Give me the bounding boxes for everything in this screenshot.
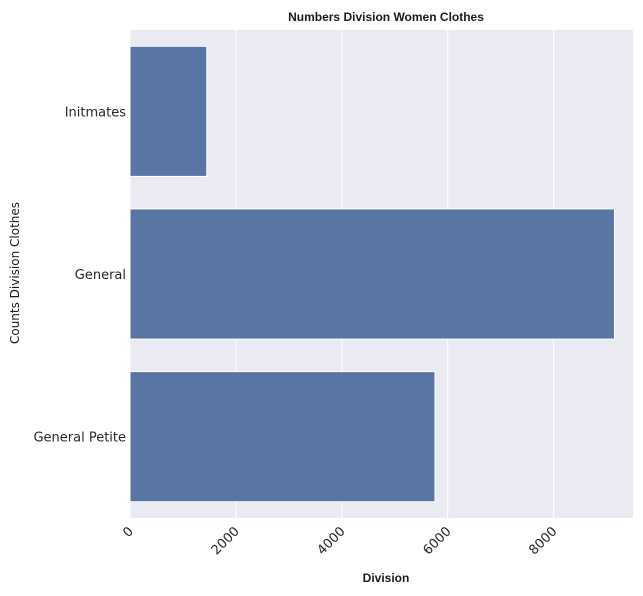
x-tick-labels: 0 2000 4000 6000 8000 — [120, 524, 560, 558]
x-tick-label: 0 — [120, 524, 136, 540]
bar — [129, 371, 436, 503]
x-tick-label: 8000 — [526, 524, 560, 558]
bar — [129, 208, 615, 340]
x-tick-label: 6000 — [421, 524, 455, 558]
bar — [129, 45, 208, 177]
x-axis-label: Division — [363, 571, 410, 585]
y-tick-labels: Initmates General General Petite — [33, 105, 126, 445]
y-axis-label: Counts Division Clothes — [8, 202, 22, 344]
y-tick-label: General Petite — [33, 431, 126, 446]
y-tick-label: Initmates — [65, 105, 127, 120]
chart-title: Numbers Division Women Clothes — [288, 10, 484, 24]
bars — [129, 45, 615, 503]
y-tick-label: General — [75, 268, 126, 283]
x-tick-label: 2000 — [209, 524, 243, 558]
x-tick-label: 4000 — [315, 524, 349, 558]
